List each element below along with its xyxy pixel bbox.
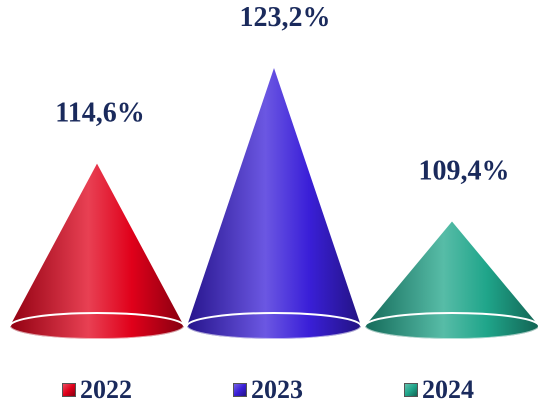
cone-body-2022 — [10, 163, 184, 339]
legend-label-2023: 2023 — [251, 375, 303, 404]
cone-rim-2023 — [186, 312, 362, 327]
legend-item-2024: 2024 — [404, 372, 474, 408]
cone-chart: 114,6% 123,2% 109,4% — [9, 2, 538, 340]
cone-rim-front-2024 — [364, 325, 538, 340]
legend-label-2022: 2022 — [80, 375, 132, 404]
cone-2022 — [9, 163, 185, 340]
legend-swatch-2024 — [404, 383, 418, 397]
cone-2023 — [186, 68, 362, 340]
cone-rim-2024 — [364, 312, 538, 327]
legend-item-2023: 2023 — [233, 372, 303, 408]
legend-swatch-2022 — [62, 383, 76, 397]
cone-rim-2022 — [9, 312, 185, 327]
cone-rim-front-2022 — [9, 325, 185, 340]
value-label-2022: 114,6% — [55, 98, 144, 129]
cone-body-2024 — [365, 221, 538, 339]
value-label-2023: 123,2% — [240, 2, 331, 33]
cone-2024 — [364, 221, 538, 340]
cone-rim-front-2023 — [186, 325, 362, 340]
cone-series — [9, 68, 538, 340]
value-labels: 114,6% 123,2% 109,4% — [55, 2, 509, 186]
legend-label-2024: 2024 — [422, 375, 474, 404]
chart-legend: 2022 2023 2024 — [0, 372, 538, 408]
value-label-2024: 109,4% — [419, 155, 510, 186]
cone-body-2023 — [187, 68, 361, 340]
legend-swatch-2023 — [233, 383, 247, 397]
legend-item-2022: 2022 — [62, 372, 132, 408]
